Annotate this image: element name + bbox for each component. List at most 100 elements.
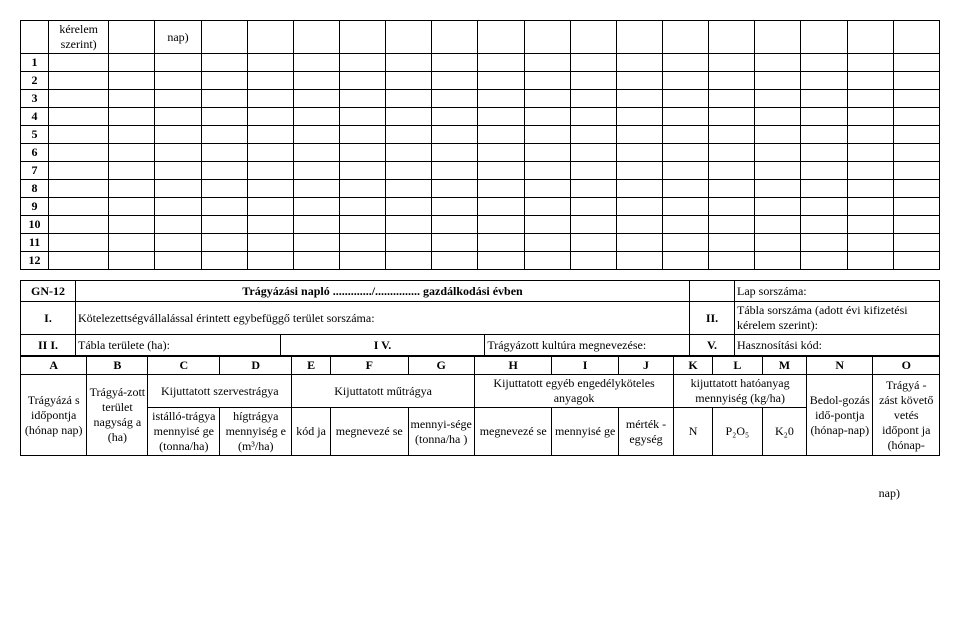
empty-cell [893,234,939,252]
empty-cell [201,126,247,144]
empty-cell [247,54,293,72]
empty-cell [755,234,801,252]
empty-cell [662,198,708,216]
mid-row-2: I. Kötelezettségvállalással érintett egy… [21,302,940,335]
empty-cell [662,108,708,126]
empty-cell [201,234,247,252]
empty-cell [570,180,616,198]
empty-cell [109,72,155,90]
empty-cell [570,108,616,126]
empty-cell [293,234,339,252]
empty-cell [432,216,478,234]
row-number: 3 [21,90,49,108]
mid-dots: ............./............... [333,284,420,298]
empty-cell [847,108,893,126]
empty-cell [49,180,109,198]
empty-cell [109,162,155,180]
top-grid-table: kérelem szerint) nap) 123456789101112 [20,20,940,270]
empty-cell [662,90,708,108]
mid-r3-c1: II I. [21,335,76,356]
top-row: 8 [21,180,940,198]
row-number: 6 [21,144,49,162]
empty-cell [847,198,893,216]
empty-cell [247,72,293,90]
row-number: 7 [21,162,49,180]
top-row: 3 [21,90,940,108]
empty-cell [524,144,570,162]
empty-cell [709,198,755,216]
mid-r3-c4: Trágyázott kultúra megnevezése: [485,335,690,356]
empty-cell [432,90,478,108]
empty-cell [201,162,247,180]
empty-cell [155,216,201,234]
col-B: Trágyá-zott terület nagyság a (ha) [87,375,148,456]
empty-cell [662,252,708,270]
empty-cell [155,234,201,252]
col-K: N [674,408,713,456]
column-letter: J [618,357,673,375]
empty-cell [847,144,893,162]
mid-row-1: GN-12 Trágyázási napló ............./...… [21,281,940,302]
empty-cell [755,216,801,234]
empty-cell [339,198,385,216]
top-row: 11 [21,234,940,252]
top-row: 9 [21,198,940,216]
empty-cell [755,144,801,162]
empty-cell [570,252,616,270]
empty-cell [432,252,478,270]
col-F: megnevezé se [331,408,409,456]
empty-cell [49,90,109,108]
empty-cell [524,90,570,108]
empty-cell [339,234,385,252]
empty-cell [386,108,432,126]
top-row: 12 [21,252,940,270]
empty-cell [293,126,339,144]
empty-cell [201,90,247,108]
empty-cell [247,90,293,108]
empty-cell [293,54,339,72]
column-letter: N [807,357,873,375]
middle-info-table: GN-12 Trágyázási napló ............./...… [20,280,940,356]
empty-cell [155,126,201,144]
empty-cell [893,72,939,90]
mid-r3-c3: I V. [280,335,485,356]
empty-cell [801,144,847,162]
empty-cell [432,144,478,162]
empty-cell [247,234,293,252]
empty-cell [247,198,293,216]
empty-cell [49,126,109,144]
empty-cell [616,126,662,144]
col-O: Trágyá - zást követő vetés időpont ja (h… [873,375,940,456]
empty-cell [616,216,662,234]
top-row: 4 [21,108,940,126]
empty-cell [570,234,616,252]
top-header-row: kérelem szerint) nap) [21,21,940,54]
empty-cell [616,90,662,108]
empty-cell [339,162,385,180]
column-letter: E [292,357,331,375]
empty-cell [49,162,109,180]
empty-cell [201,144,247,162]
empty-cell [893,162,939,180]
column-letter: K [674,357,713,375]
empty-cell [801,54,847,72]
mid-r3-c2: Tábla területe (ha): [76,335,281,356]
mid-title: Trágyázási napló [242,284,329,298]
empty-cell [201,198,247,216]
top-row: 7 [21,162,940,180]
empty-cell [662,72,708,90]
empty-cell [339,126,385,144]
col-G: mennyi-sége (tonna/ha ) [408,408,474,456]
column-letter: L [712,357,762,375]
empty-cell [893,108,939,126]
empty-cell [478,108,524,126]
top-header-col4: nap) [155,21,201,54]
column-letter: G [408,357,474,375]
empty-cell [893,198,939,216]
empty-cell [201,180,247,198]
row-number: 1 [21,54,49,72]
empty-cell [570,72,616,90]
empty-cell [432,126,478,144]
empty-cell [478,126,524,144]
empty-cell [478,90,524,108]
